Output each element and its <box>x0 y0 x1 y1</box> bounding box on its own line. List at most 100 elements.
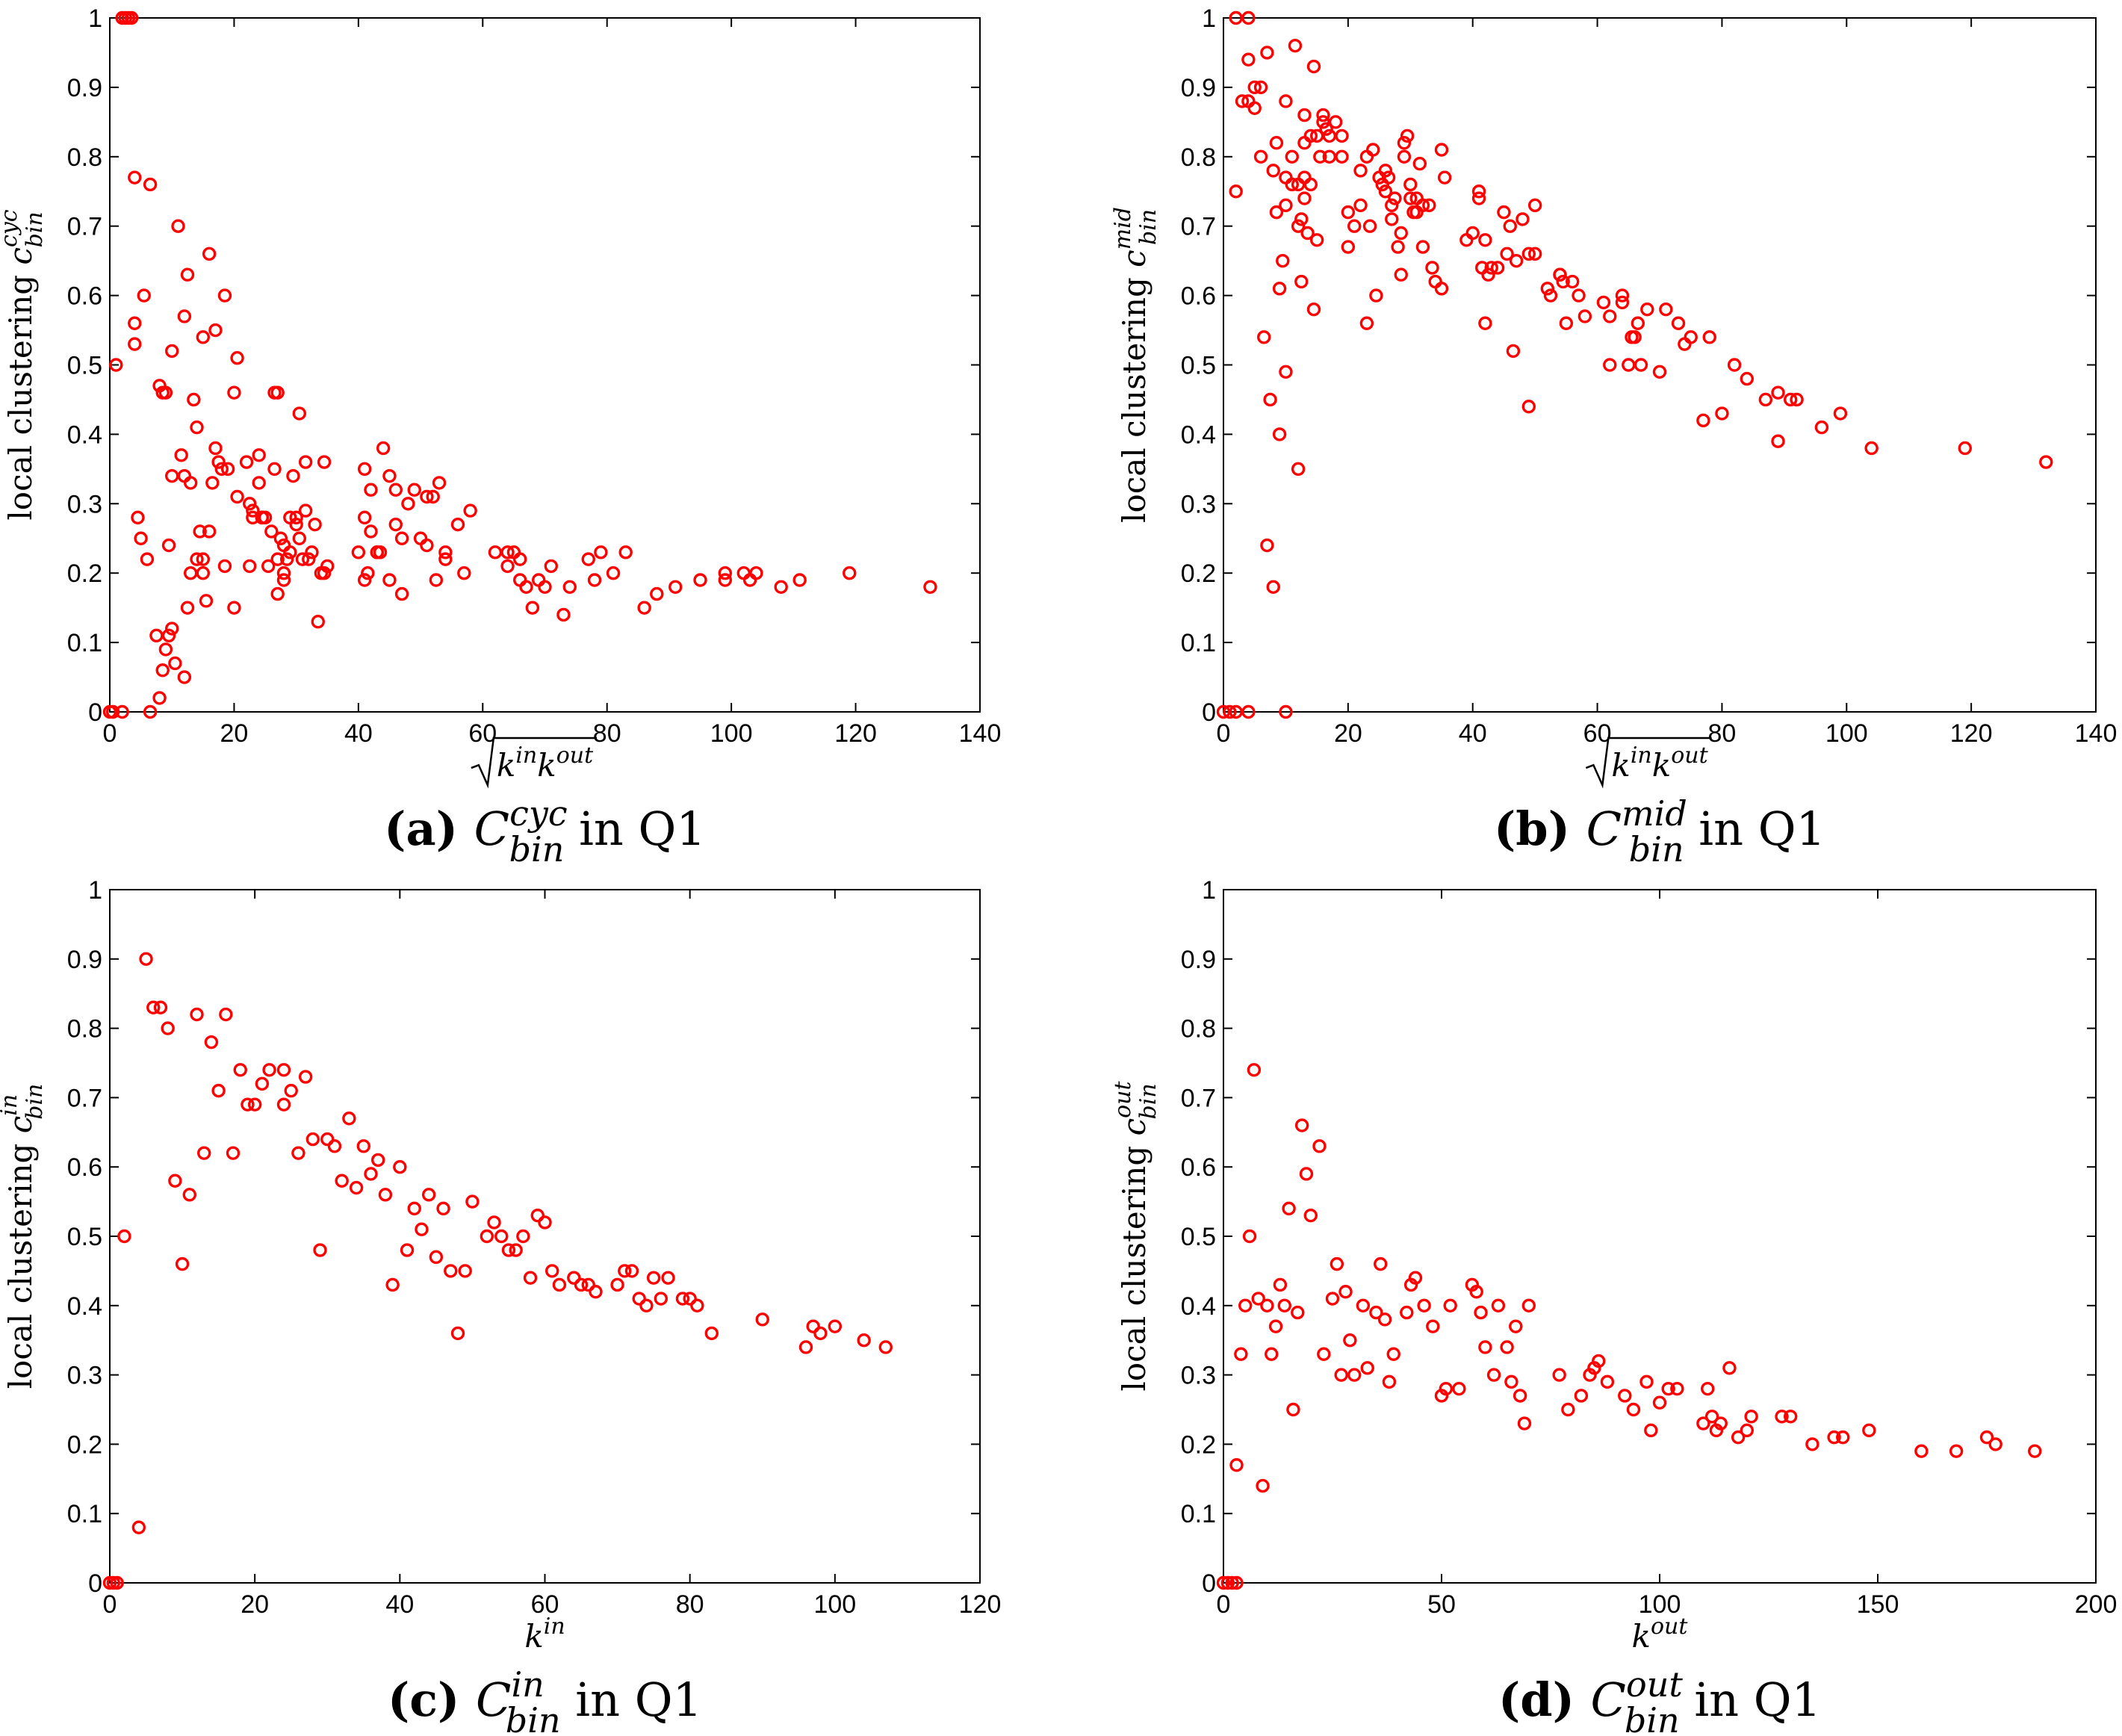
data-point <box>1465 226 1480 241</box>
data-point <box>252 448 266 462</box>
data-point <box>286 468 300 483</box>
data-point <box>1256 1478 1270 1493</box>
data-point <box>217 288 232 303</box>
data-point <box>177 670 192 684</box>
data-point <box>1253 149 1268 164</box>
y-tick-label: 1 <box>88 4 102 33</box>
data-point <box>220 462 235 477</box>
data-point <box>284 1083 298 1098</box>
data-point <box>239 455 254 469</box>
data-point <box>351 545 366 559</box>
data-point <box>161 1021 175 1035</box>
data-point <box>1491 1298 1506 1313</box>
data-point <box>1265 1347 1279 1361</box>
data-point <box>1382 1374 1397 1389</box>
data-point <box>1731 1430 1746 1445</box>
data-point <box>1347 1368 1362 1382</box>
data-point <box>1684 330 1698 344</box>
data-point <box>1303 177 1318 192</box>
y-axis-symbol: c <box>2 1116 39 1134</box>
caption-sub: bin <box>1629 829 1684 869</box>
y-tick-label: 0.5 <box>1181 1223 1216 1251</box>
x-axis-sup: out <box>556 743 594 769</box>
data-point <box>161 538 176 553</box>
y-axis-label: local clustering cinbin <box>0 1084 48 1389</box>
data-point <box>317 455 332 469</box>
data-point <box>124 10 139 25</box>
data-point <box>233 1063 247 1077</box>
y-tick-label: 0.4 <box>67 1292 102 1321</box>
data-point <box>1615 288 1630 303</box>
data-point <box>798 1340 813 1354</box>
data-point <box>276 566 291 580</box>
data-point <box>1391 240 1405 254</box>
data-point <box>165 468 179 483</box>
data-point <box>650 586 664 601</box>
data-point <box>357 510 372 525</box>
x-axis-label-text: kin <box>524 1613 565 1655</box>
data-point <box>217 559 232 574</box>
data-point <box>149 628 164 643</box>
data-point <box>1426 1319 1440 1333</box>
data-point <box>128 170 142 185</box>
x-tick-label: 80 <box>1708 719 1737 748</box>
data-point <box>385 1277 400 1292</box>
data-point <box>131 510 145 525</box>
data-point <box>668 580 683 594</box>
data-point <box>1266 164 1280 178</box>
data-point <box>1428 274 1442 289</box>
data-point <box>273 531 288 545</box>
data-point <box>1385 198 1399 213</box>
data-point <box>364 483 378 497</box>
data-point <box>618 1264 632 1278</box>
y-tick-label: 0.2 <box>1181 1430 1216 1459</box>
y-tick-label: 0.7 <box>1181 213 1216 241</box>
data-point <box>204 1035 219 1050</box>
data-point <box>1783 392 1798 407</box>
data-point <box>545 1264 559 1278</box>
panel-a: 0 20 40 60 80 100 120 14000.10.20.30.40.50.60.7… <box>0 4 1001 869</box>
data-point <box>1299 1167 1314 1181</box>
data-point <box>131 1520 146 1534</box>
data-point <box>436 1201 450 1216</box>
data-point <box>214 462 229 477</box>
data-point <box>1678 337 1692 351</box>
data-point <box>1615 295 1630 310</box>
y-axis-sub: bin <box>1135 1083 1161 1119</box>
data-point <box>302 552 316 566</box>
data-point <box>1862 1423 1876 1438</box>
data-point <box>1500 1340 1514 1354</box>
data-point <box>509 1243 523 1257</box>
caption-symbol: C <box>474 802 509 856</box>
y-tick-label: 0.3 <box>67 1362 102 1390</box>
data-point <box>1722 1361 1737 1375</box>
data-point <box>1814 420 1829 435</box>
x-axis-sup: out <box>1651 1613 1688 1640</box>
data-point <box>538 1215 552 1230</box>
data-point <box>190 1007 204 1022</box>
data-point <box>267 462 282 477</box>
data-point <box>308 517 322 532</box>
data-point <box>1500 247 1514 261</box>
data-point <box>1356 1298 1371 1313</box>
data-point <box>1561 1402 1575 1417</box>
data-point <box>291 1146 305 1160</box>
y-tick-label: 0.9 <box>67 946 102 974</box>
data-point <box>690 1298 704 1313</box>
data-point <box>1434 143 1449 157</box>
data-point <box>292 406 307 421</box>
data-point <box>1316 108 1330 123</box>
data-point <box>364 1167 378 1181</box>
data-point <box>857 1333 871 1348</box>
data-point <box>128 337 142 351</box>
data-point <box>415 1222 429 1236</box>
data-point <box>115 704 129 719</box>
data-point <box>276 573 291 587</box>
data-point <box>1490 261 1505 275</box>
data-point <box>1775 1410 1789 1424</box>
x-axis-var: k <box>1652 747 1671 784</box>
data-point <box>1949 1444 1964 1458</box>
data-point <box>1247 1063 1262 1077</box>
x-axis-sup: in <box>515 743 537 769</box>
x-tick-label: 80 <box>676 1590 704 1619</box>
